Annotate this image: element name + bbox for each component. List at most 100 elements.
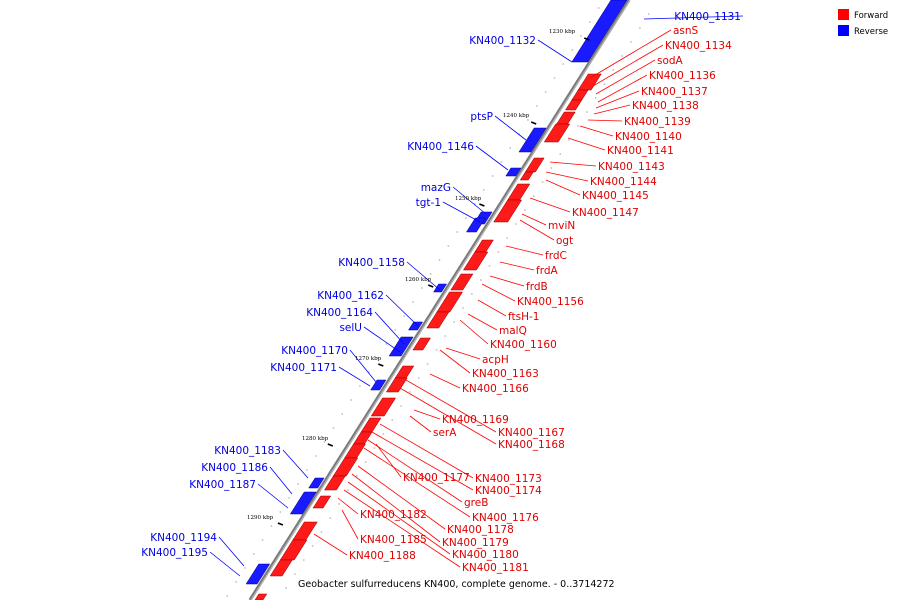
forward-gene-label-malq[interactable]: malQ: [499, 325, 527, 337]
reverse-gene-label-selu[interactable]: selU: [339, 322, 362, 334]
forward-gene-label-acph[interactable]: acpH: [482, 354, 509, 366]
gene-feature-block[interactable]: [269, 559, 293, 577]
forward-gene-label-kn400-1163[interactable]: KN400_1163: [472, 368, 539, 380]
forward-leader-line: [351, 473, 441, 543]
gene-feature-block[interactable]: [388, 336, 414, 357]
forward-gene-label-ftsh-1[interactable]: ftsH-1: [508, 311, 539, 323]
gene-feature-block[interactable]: [289, 491, 317, 515]
gene-feature-block[interactable]: [543, 123, 571, 143]
forward-gene-label-greb[interactable]: greB: [464, 497, 488, 509]
reverse-gene-label-kn400-1162[interactable]: KN400_1162: [317, 290, 384, 302]
gene-feature-block[interactable]: [450, 273, 474, 291]
kbp-label: 1250 kbp: [455, 196, 482, 202]
gene-feature-block[interactable]: [571, 0, 628, 63]
reverse-gene-label-kn400-1183[interactable]: KN400_1183: [214, 445, 281, 457]
reverse-gene-label-kn400-1171[interactable]: KN400_1171: [270, 362, 337, 374]
forward-gene-label-kn400-1176[interactable]: KN400_1176: [472, 512, 539, 524]
forward-gene-label-kn400-1139[interactable]: KN400_1139: [624, 116, 691, 128]
reverse-gene-label-kn400-1195[interactable]: KN400_1195: [141, 547, 208, 559]
forward-gene-label-kn400-1182[interactable]: KN400_1182: [360, 509, 427, 521]
forward-gene-label-kn400-1174[interactable]: KN400_1174: [475, 485, 542, 497]
gene-feature-block[interactable]: [465, 217, 486, 233]
reverse-leader-line: [338, 366, 371, 387]
gene-feature-block[interactable]: [524, 157, 545, 173]
gene-feature-block[interactable]: [408, 321, 424, 331]
gene-feature-block[interactable]: [565, 99, 583, 111]
gene-feature-block[interactable]: [571, 89, 589, 101]
reverse-gene-label-kn400-1187[interactable]: KN400_1187: [189, 479, 256, 491]
gene-feature-block[interactable]: [493, 199, 523, 223]
reverse-gene-label-tgt-1[interactable]: tgt-1: [416, 197, 441, 209]
forward-leader-line: [343, 489, 461, 568]
gene-feature-block[interactable]: [556, 111, 576, 125]
forward-gene-label-frdb[interactable]: frdB: [526, 281, 548, 293]
forward-gene-label-kn400-1188[interactable]: KN400_1188: [349, 550, 416, 562]
gene-feature-block[interactable]: [332, 457, 359, 477]
forward-gene-label-kn400-1185[interactable]: KN400_1185: [360, 534, 427, 546]
forward-gene-label-frdc[interactable]: frdC: [545, 250, 567, 262]
forward-gene-label-kn400-1144[interactable]: KN400_1144: [590, 176, 657, 188]
gene-feature-block[interactable]: [519, 171, 534, 181]
gene-feature-block[interactable]: [518, 127, 547, 153]
forward-gene-label-kn400-1147[interactable]: KN400_1147: [572, 207, 639, 219]
forward-gene-label-sera[interactable]: serA: [433, 427, 457, 439]
forward-gene-label-kn400-1138[interactable]: KN400_1138: [632, 100, 699, 112]
forward-gene-label-kn400-1160[interactable]: KN400_1160: [490, 339, 557, 351]
gene-feature-block[interactable]: [436, 291, 463, 313]
gene-feature-block[interactable]: [279, 539, 308, 561]
forward-gene-label-frda[interactable]: frdA: [536, 265, 558, 277]
gene-feature-block[interactable]: [324, 475, 346, 491]
forward-gene-label-kn400-1180[interactable]: KN400_1180: [452, 549, 519, 561]
forward-gene-label-kn400-1143[interactable]: KN400_1143: [598, 161, 665, 173]
forward-gene-label-kn400-1181[interactable]: KN400_1181: [462, 562, 529, 574]
reverse-gene-label-mazg[interactable]: mazG: [421, 182, 451, 194]
forward-leader-line: [595, 59, 656, 95]
forward-gene-label-kn400-1145[interactable]: KN400_1145: [582, 190, 649, 202]
reverse-gene-label-kn400-1164[interactable]: KN400_1164: [306, 307, 373, 319]
forward-gene-label-kn400-1179[interactable]: KN400_1179: [442, 537, 509, 549]
reverse-gene-label-kn400-1186[interactable]: KN400_1186: [201, 462, 268, 474]
gene-feature-block[interactable]: [433, 283, 448, 293]
gene-feature-block[interactable]: [370, 379, 387, 391]
forward-gene-label-asns[interactable]: asnS: [673, 25, 699, 37]
forward-gene-label-kn400-1167[interactable]: KN400_1167: [498, 427, 565, 439]
gene-feature-block[interactable]: [462, 251, 489, 271]
gene-feature-block[interactable]: [254, 593, 268, 600]
gene-feature-block[interactable]: [412, 337, 431, 351]
forward-gene-label-kn400-1178[interactable]: KN400_1178: [447, 524, 514, 536]
forward-gene-label-kn400-1140[interactable]: KN400_1140: [615, 131, 682, 143]
forward-gene-label-kn400-1137[interactable]: KN400_1137: [641, 86, 708, 98]
forward-leader-line: [545, 171, 589, 182]
forward-gene-label-kn400-1169[interactable]: KN400_1169: [442, 414, 509, 426]
forward-gene-label-kn400-1156[interactable]: KN400_1156: [517, 296, 584, 308]
forward-gene-label-kn400-1136[interactable]: KN400_1136: [649, 70, 716, 82]
reverse-gene-label-kn400-1146[interactable]: KN400_1146: [407, 141, 474, 153]
reverse-gene-label-kn400-1170[interactable]: KN400_1170: [281, 345, 348, 357]
forward-gene-label-kn400-1166[interactable]: KN400_1166: [462, 383, 529, 395]
gene-feature-block[interactable]: [370, 397, 397, 417]
reverse-gene-label-ptsp[interactable]: ptsP: [470, 111, 493, 123]
reverse-gene-label-kn400-1194[interactable]: KN400_1194: [150, 532, 217, 544]
forward-gene-label-kn400-1134[interactable]: KN400_1134: [665, 40, 732, 52]
gene-feature-block[interactable]: [385, 377, 408, 393]
forward-leader-line: [459, 319, 489, 345]
gene-feature-block[interactable]: [505, 167, 522, 177]
forward-gene-label-kn400-1168[interactable]: KN400_1168: [498, 439, 565, 451]
gene-feature-block[interactable]: [308, 477, 325, 489]
gene-feature-block[interactable]: [245, 563, 271, 585]
reverse-gene-label-kn400-1131[interactable]: KN400_1131: [674, 11, 741, 23]
forward-leader-line: [429, 373, 461, 389]
reverse-gene-label-kn400-1158[interactable]: KN400_1158: [338, 257, 405, 269]
reverse-gene-label-kn400-1132[interactable]: KN400_1132: [469, 35, 536, 47]
forward-gene-label-kn400-1177[interactable]: KN400_1177: [403, 472, 470, 484]
gene-feature-block[interactable]: [426, 311, 450, 329]
forward-gene-label-kn400-1173[interactable]: KN400_1173: [475, 473, 542, 485]
reverse-leader-line: [374, 311, 405, 345]
gene-feature-block[interactable]: [312, 495, 332, 509]
forward-gene-label-ogt[interactable]: ogt: [556, 235, 573, 247]
gene-features: [226, 0, 650, 600]
forward-gene-label-kn400-1141[interactable]: KN400_1141: [607, 145, 674, 157]
forward-gene-label-mvin[interactable]: mviN: [548, 220, 575, 232]
forward-gene-label-soda[interactable]: sodA: [657, 55, 684, 67]
